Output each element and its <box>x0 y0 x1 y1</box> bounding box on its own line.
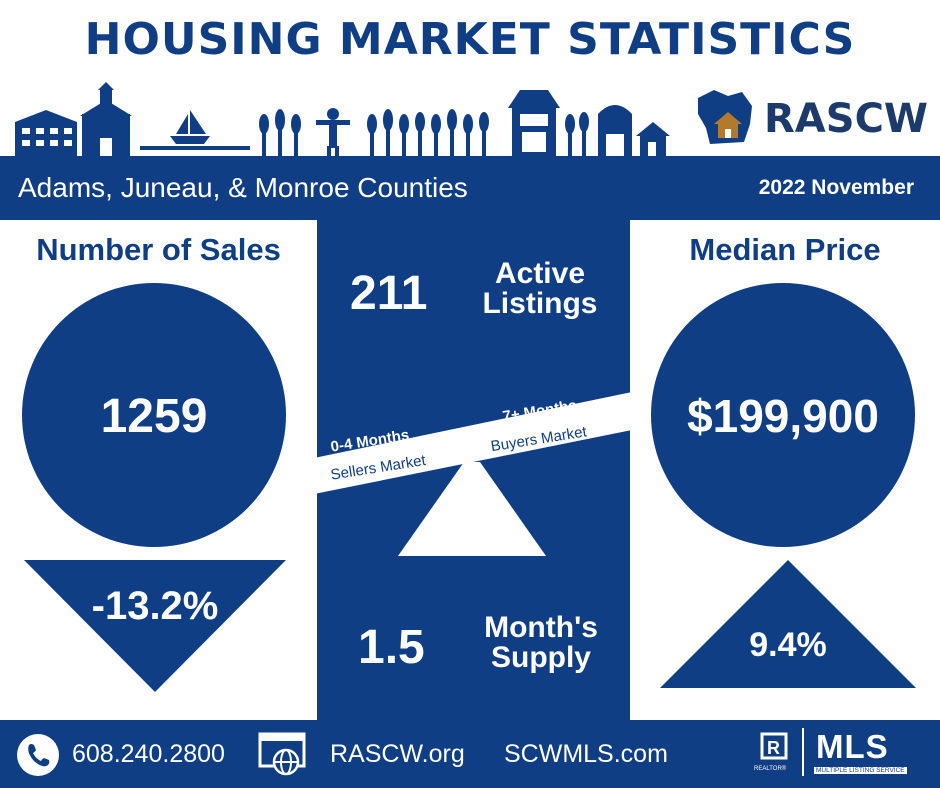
wisconsin-map-icon <box>698 90 752 144</box>
page-title: HOUSING MARKET STATISTICS <box>84 14 856 65</box>
seesaw-graphic: 0-4 Months Sellers Market 7+ Months Buye… <box>314 392 632 556</box>
svg-text:R: R <box>767 738 780 758</box>
phone-number[interactable]: 608.240.2800 <box>72 740 225 768</box>
active-listings-value: 211 <box>350 267 428 320</box>
sales-circle: 1259 <box>22 283 286 547</box>
period-label: 2022 November <box>758 176 914 199</box>
months-supply-value: 1.5 <box>358 621 425 674</box>
price-up-triangle <box>660 560 916 688</box>
price-change: 9.4% <box>749 626 827 664</box>
supply-label-line2: Supply <box>490 641 591 674</box>
price-heading: Median Price <box>689 232 881 267</box>
realtor-caption: REALTOR® <box>754 766 787 772</box>
phone-icon <box>17 734 59 776</box>
sales-value: 1259 <box>100 390 208 443</box>
counties-label: Adams, Juneau, & Monroe Counties <box>18 172 468 203</box>
scwmls-website-link[interactable]: SCWMLS.com <box>504 740 668 768</box>
active-label-line2: Listings <box>482 287 598 320</box>
sales-heading: Number of Sales <box>36 232 281 267</box>
sales-change: -13.2% <box>91 584 219 628</box>
logo-divider <box>802 728 804 776</box>
mls-caption: MULTIPLE LISTING SERVICE <box>814 767 907 774</box>
supply-label-line1: Month's <box>484 611 598 644</box>
town-skyline-illustration <box>15 82 670 156</box>
rascw-logo-text: RASCW <box>764 96 929 142</box>
rascw-website-link[interactable]: RASCW.org <box>330 740 465 768</box>
website-icon <box>258 732 306 776</box>
price-circle: $199,900 <box>651 283 915 547</box>
footer-bar <box>0 720 940 788</box>
price-value: $199,900 <box>687 390 879 442</box>
mls-logo: MLS <box>816 728 889 765</box>
active-label-line1: Active <box>494 257 586 290</box>
sales-down-triangle <box>24 560 286 692</box>
county-band <box>0 156 940 220</box>
realtor-icon: R <box>760 732 788 760</box>
